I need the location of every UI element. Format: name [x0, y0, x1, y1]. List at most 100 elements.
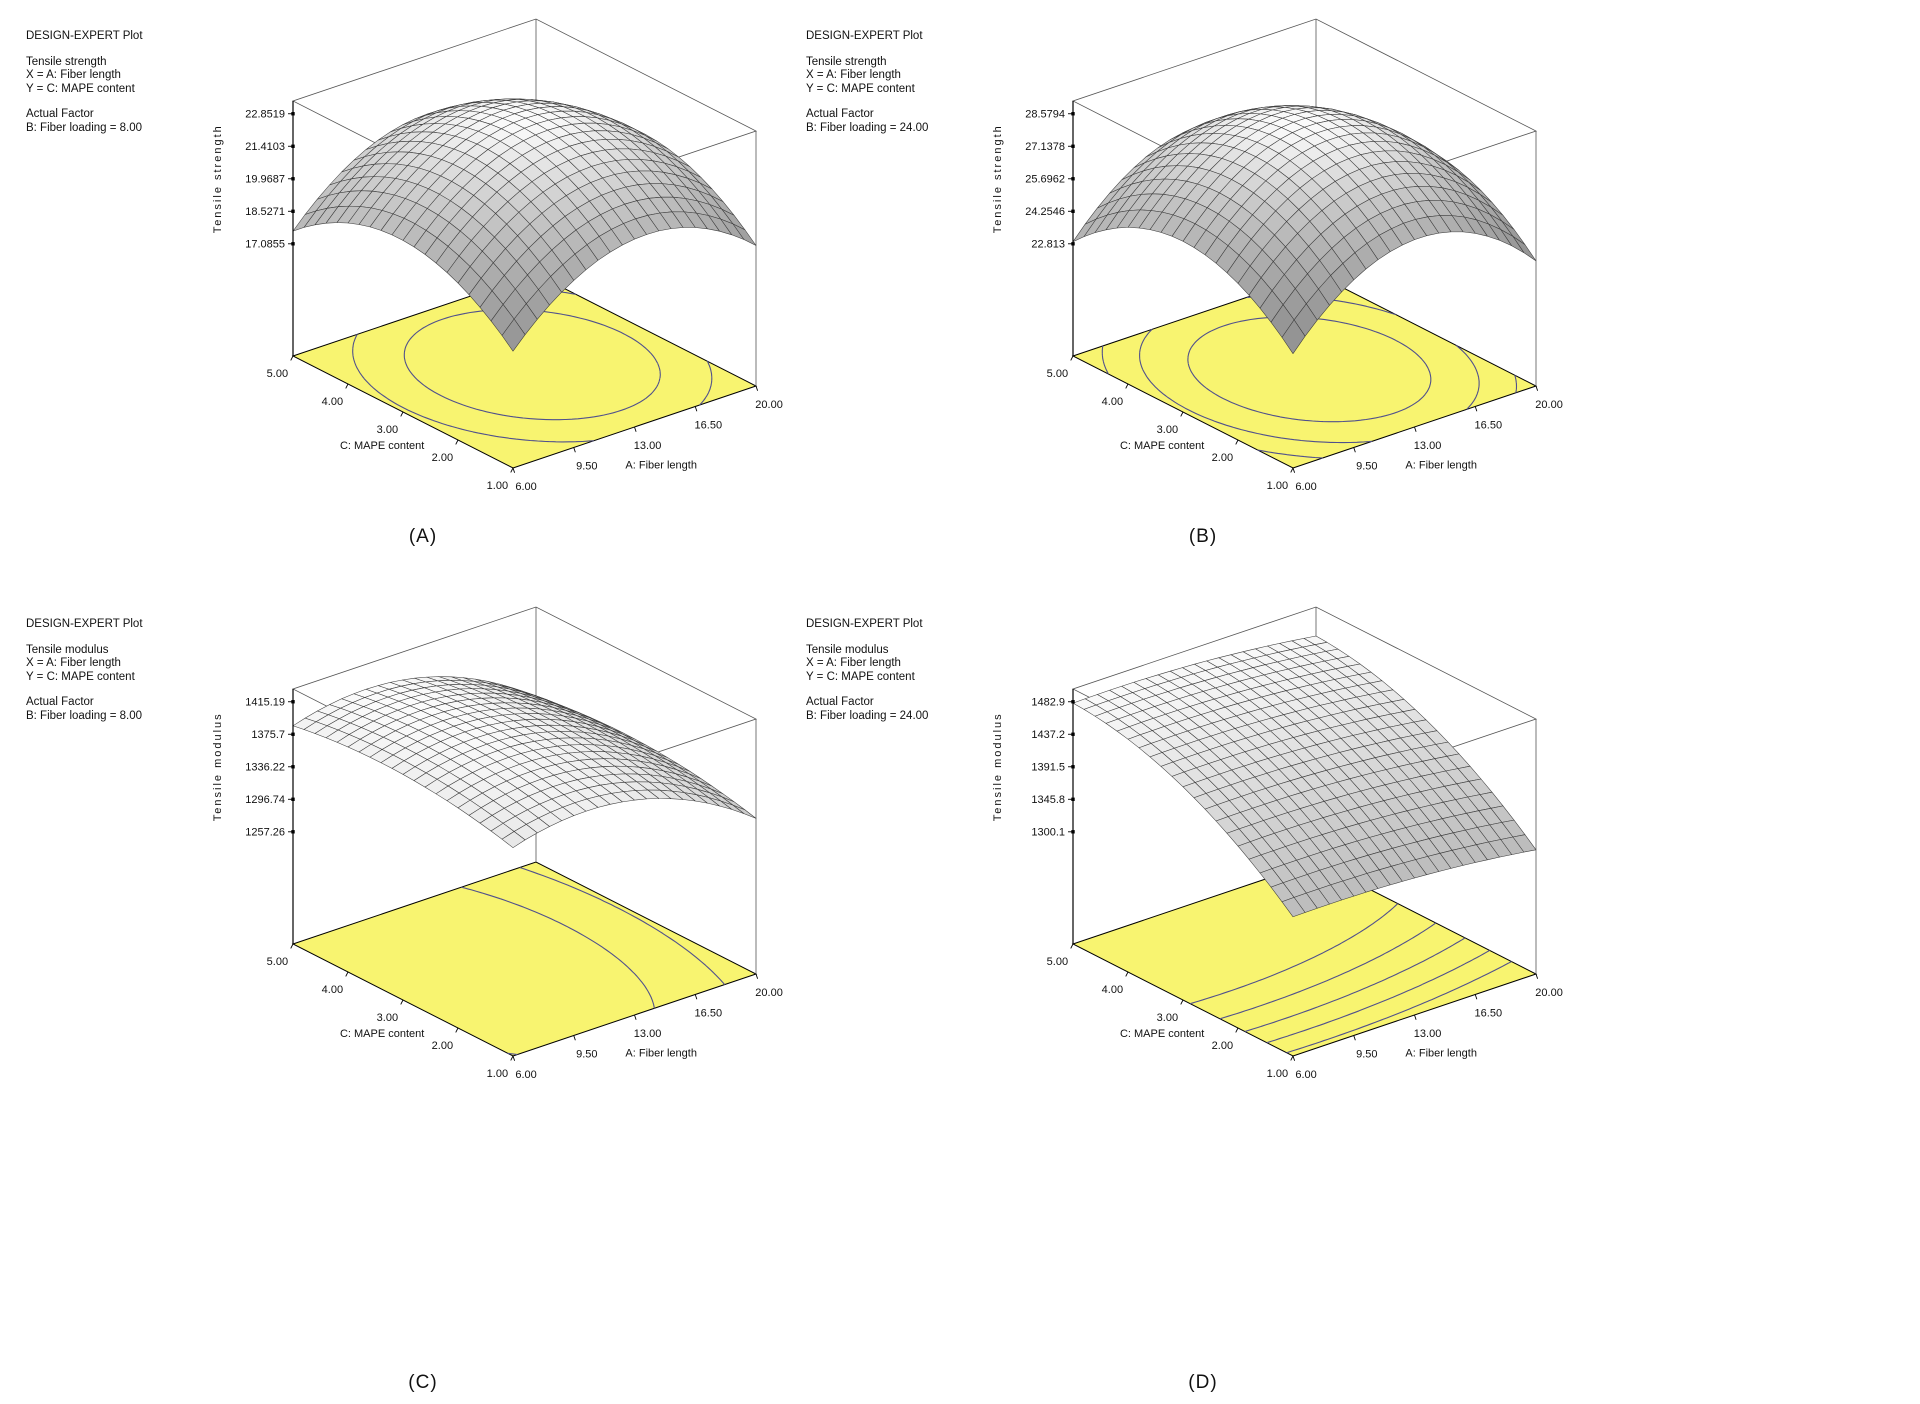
- contour-line: [1190, 903, 1399, 1005]
- y-tick-mark: [345, 971, 349, 977]
- plot-info-header: DESIGN-EXPERT Plot: [806, 30, 923, 42]
- surface-mesh: [292, 676, 757, 848]
- y-tick-label: 4.00: [1102, 396, 1123, 408]
- y-tick-label: 5.00: [267, 956, 288, 968]
- x-tick-mark: [1292, 1055, 1296, 1061]
- plot-info-actual-factor-value: B: Fiber loading = 24.00: [806, 121, 929, 134]
- y-tick-label: 2.00: [432, 452, 453, 464]
- plot-info-actual-factor-label: Actual Factor: [806, 696, 874, 708]
- x-tick-label: 20.00: [1535, 987, 1563, 999]
- contour-line: [519, 866, 726, 985]
- panel-caption-d: (D): [1188, 1372, 1218, 1393]
- plot-info-block: DESIGN-EXPERT Plot Tensile strength X = …: [26, 30, 143, 135]
- surface-plot-a: 6.00 9.50 13.00 16.50 20.00 A: Fiber length 1.…: [212, 18, 783, 493]
- x-tick-label: 9.50: [1356, 1049, 1377, 1061]
- z-tick-label: 1437.2: [1031, 729, 1065, 741]
- x-tick-label: 13.00: [1414, 1028, 1442, 1040]
- plot-info-actual-factor-value: B: Fiber loading = 24.00: [806, 709, 929, 722]
- y-tick-mark: [510, 1055, 514, 1061]
- x-tick-mark: [634, 1014, 637, 1020]
- x-tick-mark: [1414, 426, 1417, 432]
- y-tick-mark: [1235, 1027, 1239, 1033]
- y-axis: 1.00 2.00 3.00 4.00 5.00 C: MAPE content: [1047, 355, 1294, 492]
- plot-info-header: DESIGN-EXPERT Plot: [26, 618, 143, 630]
- plot-floor: [291, 861, 758, 1057]
- z-tick-label: 17.0855: [245, 238, 285, 250]
- y-tick-label: 3.00: [1157, 1012, 1178, 1024]
- x-tick-label: 9.50: [576, 461, 597, 473]
- floor-contours: [461, 866, 726, 1056]
- x-tick-mark: [1474, 994, 1478, 1000]
- z-axis: 1257.26 1296.74 1336.22 1375.7 1415.19 Tensil…: [212, 689, 295, 944]
- z-tick-label: 1482.9: [1031, 696, 1065, 708]
- plot-info-x: X = A: Fiber length: [26, 69, 121, 81]
- plot-info-actual-factor-label: Actual Factor: [806, 108, 874, 120]
- y-tick-label: 1.00: [1267, 1068, 1288, 1080]
- y-tick-label: 4.00: [322, 984, 343, 996]
- contour-line: [1266, 949, 1490, 1044]
- x-tick-mark: [573, 1035, 576, 1041]
- y-tick-label: 5.00: [267, 368, 288, 380]
- x-axis: 6.00 9.50 13.00 16.50 20.00 A: Fiber length: [512, 973, 783, 1081]
- plot-info-block: DESIGN-EXPERT Plot Tensile modulus X = A…: [806, 618, 928, 723]
- z-tick-label: 27.1378: [1025, 141, 1065, 153]
- x-tick-mark: [755, 385, 759, 391]
- panel-c: DESIGN-EXPERT Plot Tensile modulus X = A…: [8, 594, 838, 1400]
- z-axis-title: Tensile modulus: [212, 712, 224, 821]
- y-tick-mark: [1180, 411, 1184, 417]
- x-tick-mark: [634, 426, 637, 432]
- x-tick-mark: [512, 467, 516, 473]
- y-tick-label: 4.00: [322, 396, 343, 408]
- x-tick-mark: [1474, 406, 1478, 412]
- y-tick-label: 5.00: [1047, 956, 1068, 968]
- x-tick-label: 9.50: [576, 1049, 597, 1061]
- y-axis: 1.00 2.00 3.00 4.00 5.00 C: MAPE content: [1047, 943, 1294, 1080]
- z-tick-label: 1296.74: [245, 794, 285, 806]
- z-tick-label: 22.813: [1031, 238, 1065, 250]
- y-tick-mark: [455, 439, 459, 445]
- y-tick-label: 1.00: [1267, 480, 1288, 492]
- z-tick-label: 1415.19: [245, 696, 285, 708]
- surface-quad: [501, 831, 526, 848]
- x-axis: 6.00 9.50 13.00 16.50 20.00 A: Fiber length: [1292, 385, 1563, 493]
- x-tick-label: 20.00: [755, 399, 783, 411]
- z-axis-title: Tensile strength: [212, 124, 224, 233]
- surface-quad: [732, 804, 757, 819]
- y-tick-mark: [1125, 383, 1129, 389]
- z-tick-label: 19.9687: [245, 173, 285, 185]
- surface-quad: [501, 318, 526, 352]
- y-tick-label: 2.00: [1212, 1040, 1233, 1052]
- plot-info-actual-factor-label: Actual Factor: [26, 108, 94, 120]
- plot-info-y: Y = C: MAPE content: [26, 670, 135, 683]
- x-axis: 6.00 9.50 13.00 16.50 20.00 A: Fiber length: [1292, 973, 1563, 1081]
- x-tick-mark: [694, 406, 698, 412]
- z-tick-label: 1391.5: [1031, 761, 1065, 773]
- plot-info-actual-factor-value: B: Fiber loading = 8.00: [26, 709, 143, 722]
- z-axis-title: Tensile modulus: [992, 712, 1004, 821]
- plot-info-header: DESIGN-EXPERT Plot: [26, 30, 143, 42]
- y-tick-label: 3.00: [377, 424, 398, 436]
- x-tick-label: 16.50: [695, 1008, 723, 1020]
- plot-info-response: Tensile strength: [26, 55, 107, 68]
- surface-plot-c: 6.00 9.50 13.00 16.50 20.00 A: Fiber length 1.…: [212, 606, 783, 1081]
- x-tick-mark: [1535, 973, 1539, 979]
- x-tick-label: 6.00: [515, 481, 536, 493]
- z-tick-label: 18.5271: [245, 206, 285, 218]
- panel-b: DESIGN-EXPERT Plot Tensile strength X = …: [788, 6, 1618, 586]
- x-tick-label: 9.50: [1356, 461, 1377, 473]
- surface-mesh: [1072, 635, 1537, 918]
- z-tick-label: 1257.26: [245, 826, 285, 838]
- z-tick-label: 24.2546: [1025, 206, 1065, 218]
- surface-quad: [1281, 319, 1306, 354]
- y-tick-label: 2.00: [432, 1040, 453, 1052]
- y-axis-title: C: MAPE content: [1120, 440, 1204, 452]
- y-tick-mark: [400, 411, 404, 417]
- z-tick-label: 1336.22: [245, 761, 285, 773]
- x-tick-label: 16.50: [1475, 420, 1503, 432]
- contour-line: [461, 886, 655, 1056]
- y-tick-mark: [1290, 467, 1294, 473]
- plot-info-response: Tensile modulus: [26, 643, 109, 656]
- x-tick-mark: [1535, 385, 1539, 391]
- z-tick-label: 1300.1: [1031, 826, 1065, 838]
